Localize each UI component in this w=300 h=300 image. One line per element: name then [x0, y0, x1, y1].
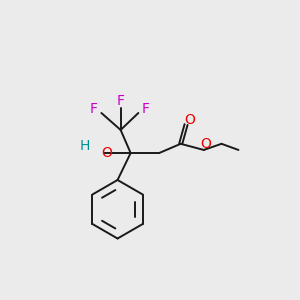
Text: O: O — [101, 146, 112, 160]
Text: F: F — [90, 102, 98, 116]
Text: O: O — [184, 113, 195, 127]
Text: H: H — [79, 139, 90, 153]
Text: F: F — [117, 94, 124, 108]
Text: F: F — [142, 102, 150, 116]
Text: O: O — [200, 137, 211, 151]
